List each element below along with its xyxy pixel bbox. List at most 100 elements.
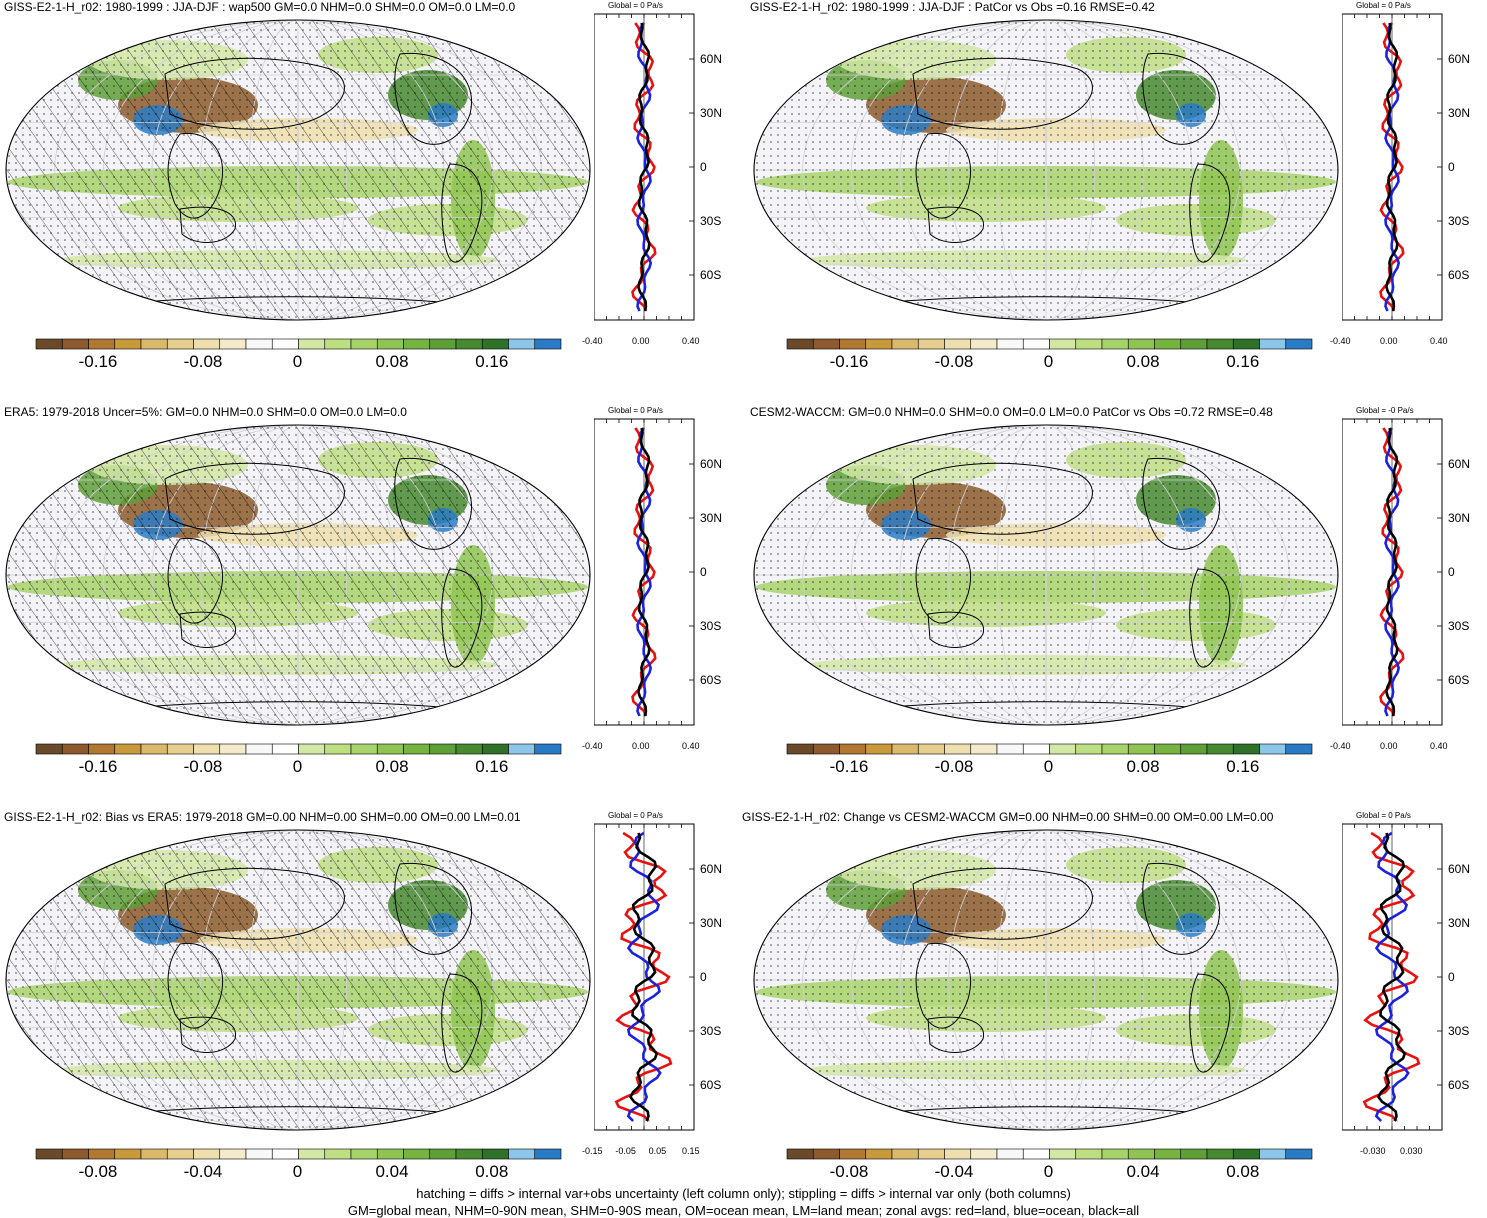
colorbar-swatch (271, 338, 299, 350)
colorbar-swatch (140, 743, 168, 755)
colorbar-swatch (917, 1148, 945, 1160)
colorbar-swatch (114, 743, 142, 755)
latitude-label: 60S (1448, 268, 1470, 282)
colorbar-tick-label: -0.08 (78, 1162, 118, 1181)
colorbar-swatch (786, 1148, 814, 1160)
colorbar-tick-label: -0.08 (183, 352, 223, 371)
latitude-label: 30N (700, 511, 723, 525)
footer-caption-2: GM=global mean, NHM=0-90N mean, SHM=0-90… (347, 1203, 1140, 1218)
latitude-label: 30N (1448, 511, 1471, 525)
colorbar-swatch (403, 743, 431, 755)
colorbar-swatch (1232, 338, 1260, 350)
zonal-title: Global = -0 Pa/s (1356, 406, 1414, 415)
colorbar-tick-label: 0 (1043, 352, 1054, 371)
world-map (753, 829, 1339, 1131)
panel-title: CESM2-WACCM: GM=0.0 NHM=0.0 SHM=0.0 OM=0… (750, 405, 1273, 419)
colorbar-swatch (1180, 1148, 1208, 1160)
colorbar-swatch (970, 743, 998, 755)
colorbar-swatch (114, 338, 142, 350)
colorbar-tick-label: -0.16 (829, 352, 869, 371)
colorbar-tick-label: 0 (1043, 1162, 1054, 1181)
zonal-xtick-label: 0.40 (682, 741, 700, 751)
colorbar-swatch (1049, 1148, 1077, 1160)
zonal-xtick-label: 0.05 (648, 1146, 667, 1156)
zonal-xtick-label: 0.40 (682, 336, 700, 346)
colorbar-swatch (1180, 743, 1208, 755)
latitude-label: 30S (700, 619, 722, 633)
latitude-label: 0 (1448, 160, 1455, 174)
colorbar (35, 743, 562, 755)
colorbar-swatch (61, 743, 89, 755)
world-map (5, 424, 591, 726)
colorbar-swatch (88, 338, 116, 350)
latitude-label: 0 (700, 565, 707, 579)
colorbar-swatch (1206, 1148, 1234, 1160)
colorbar-tick-label: 0.04 (375, 1162, 409, 1181)
colorbar-swatch (1127, 338, 1155, 350)
zonal-xtick-label: -0.40 (1330, 741, 1351, 751)
colorbar-swatch (891, 338, 919, 350)
zonal-xtick-label: -0.40 (582, 741, 603, 751)
colorbar-swatch (1154, 743, 1182, 755)
colorbar-swatch (455, 338, 483, 350)
colorbar-swatch (1154, 1148, 1182, 1160)
latitude-label: 60N (1448, 862, 1471, 876)
colorbar-tick-label: -0.04 (183, 1162, 223, 1181)
colorbar-swatch (1075, 743, 1103, 755)
colorbar-swatch (891, 743, 919, 755)
colorbar-swatch (324, 338, 352, 350)
panel-cesm2: CESM2-WACCM: GM=0.0 NHM=0.0 SHM=0.0 OM=0… (748, 405, 1487, 810)
zonal-xtick-label: 0.00 (1380, 741, 1398, 751)
zonal-xtick-label: 0.15 (682, 1146, 700, 1156)
colorbar-swatch (508, 743, 536, 755)
latitude-label: 60S (700, 1078, 722, 1092)
colorbar-swatch (376, 338, 404, 350)
colorbar-swatch (1259, 743, 1287, 755)
colorbar-tick-label: 0.08 (1126, 352, 1160, 371)
colorbar-swatch (1075, 1148, 1103, 1160)
colorbar-swatch (508, 1148, 536, 1160)
colorbar-swatch (35, 338, 63, 350)
zonal-xtick-label: -0.15 (582, 1146, 603, 1156)
colorbar-swatch (1127, 1148, 1155, 1160)
zonal-mean-plot (594, 823, 695, 1131)
zonal-xtick-label: 0.030 (1400, 1146, 1423, 1156)
colorbar-swatch (944, 338, 972, 350)
colorbar-swatch (839, 338, 867, 350)
latitude-label: 30N (1448, 916, 1471, 930)
colorbar-swatch (1127, 743, 1155, 755)
colorbar-swatch (970, 338, 998, 350)
zonal-title: Global = 0 Pa/s (608, 406, 663, 415)
panel-title: GISS-E2-1-H_r02: Bias vs ERA5: 1979-2018… (4, 810, 521, 824)
colorbar-swatch (429, 1148, 457, 1160)
latitude-label: 30S (1448, 619, 1470, 633)
colorbar-tick-label: 0.08 (1126, 757, 1160, 776)
world-map (753, 424, 1339, 726)
colorbar-swatch (403, 338, 431, 350)
colorbar-tick-label: 0.08 (1226, 1162, 1260, 1181)
colorbar (35, 338, 562, 350)
latitude-label: 60N (1448, 457, 1471, 471)
zonal-title: Global = 0 Pa/s (1356, 811, 1411, 820)
latitude-label: 60N (700, 52, 723, 66)
latitude-label: 30N (700, 106, 723, 120)
latitude-label: 30S (1448, 1024, 1470, 1038)
colorbar-swatch (944, 1148, 972, 1160)
colorbar-swatch (1022, 338, 1050, 350)
colorbar-swatch (812, 743, 840, 755)
zonal-title: Global = 0 Pa/s (1356, 1, 1411, 10)
latitude-label: 60N (700, 862, 723, 876)
colorbar-swatch (166, 743, 194, 755)
colorbar-swatch (1180, 338, 1208, 350)
latitude-label: 60S (700, 268, 722, 282)
colorbar-swatch (193, 338, 221, 350)
zonal-title: Global = 0 Pa/s (608, 811, 663, 820)
colorbar-swatch (350, 743, 378, 755)
colorbar-swatch (534, 338, 562, 350)
panel-model-patcor: GISS-E2-1-H_r02: 1980-1999 : JJA-DJF : P… (748, 0, 1487, 405)
colorbar-swatch (481, 1148, 509, 1160)
colorbar-swatch (455, 1148, 483, 1160)
colorbar-tick-label: 0.16 (1226, 757, 1260, 776)
world-map (5, 829, 591, 1131)
colorbar (786, 1148, 1313, 1160)
